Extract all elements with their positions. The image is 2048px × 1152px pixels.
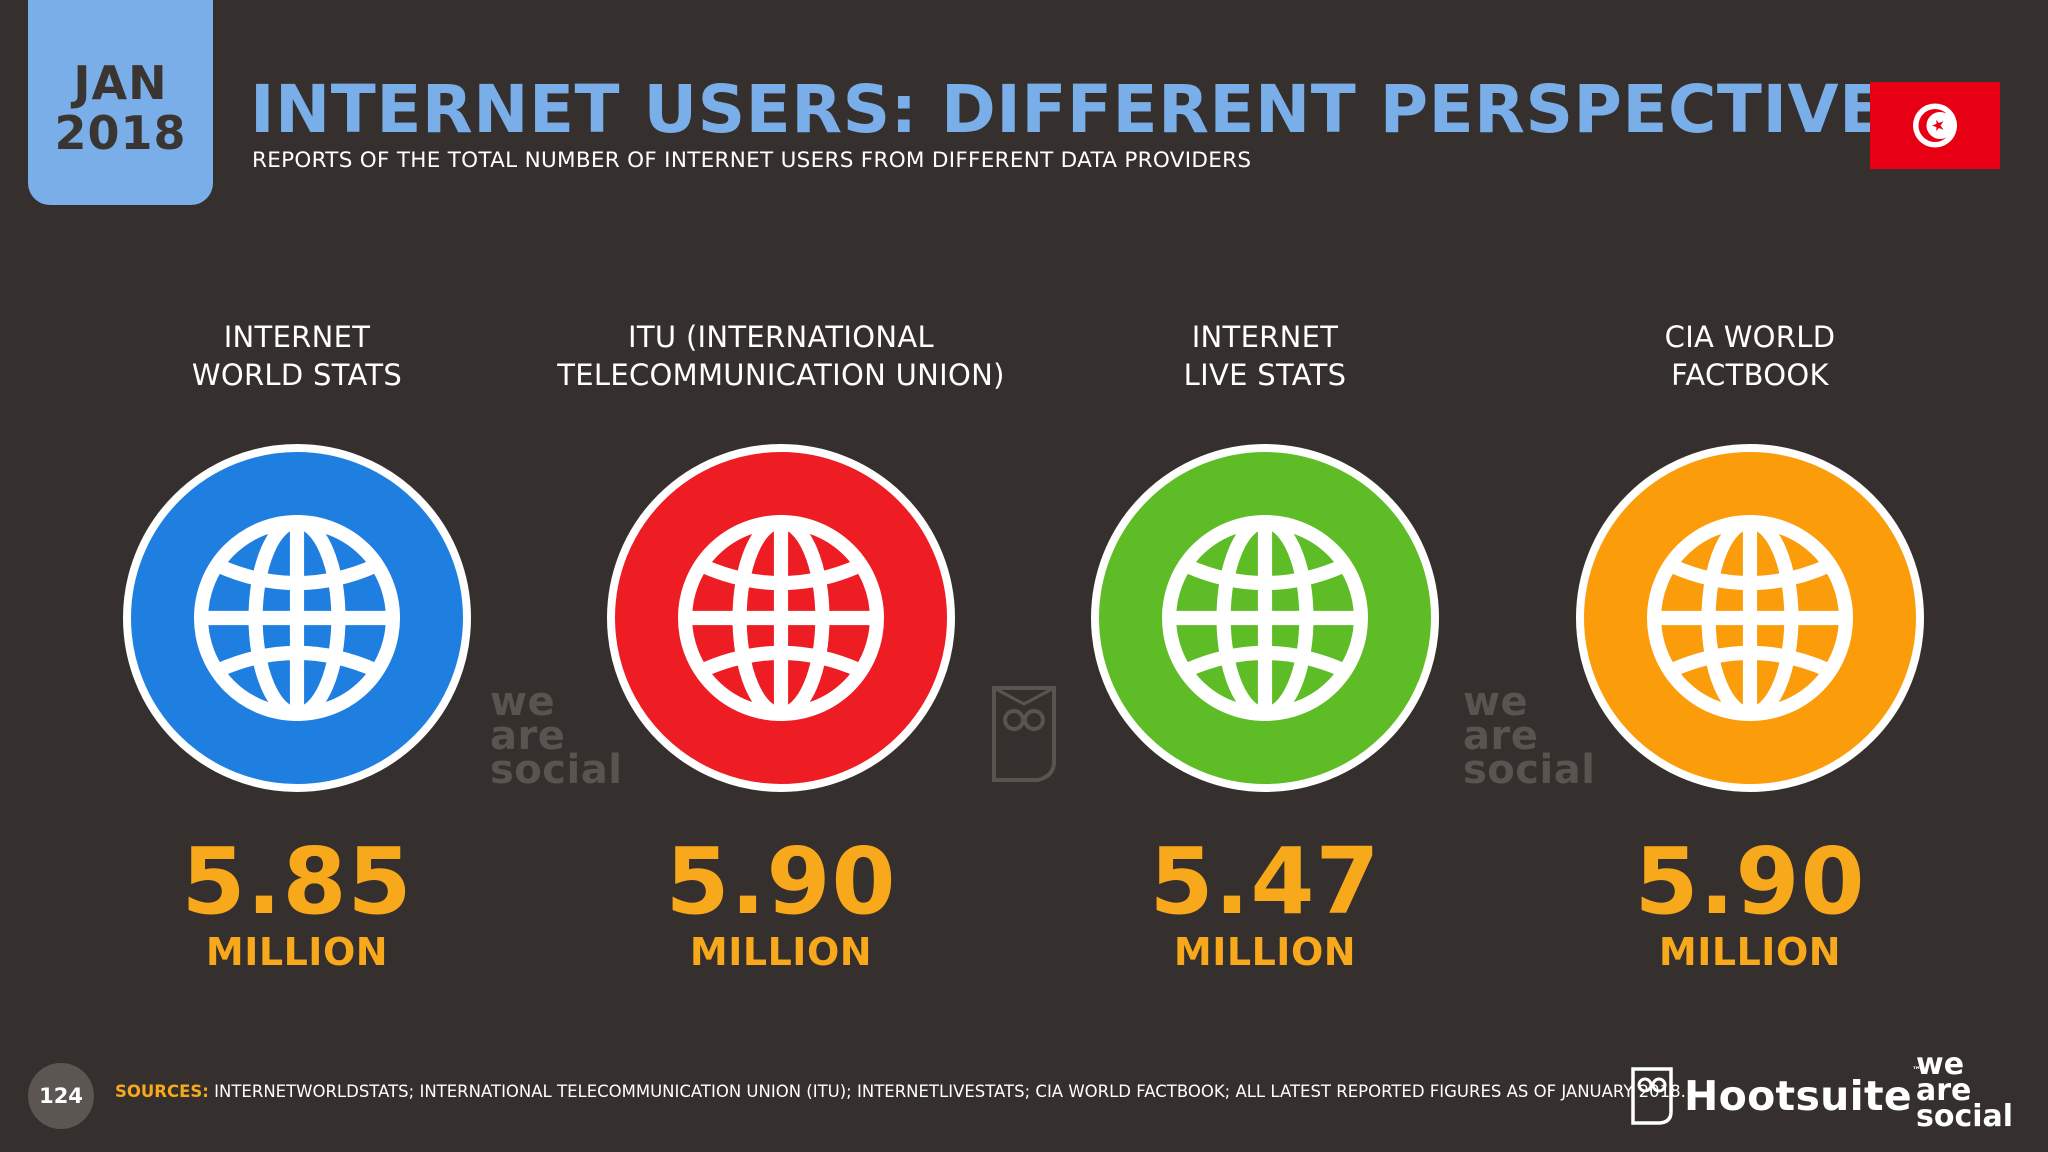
date-year: 2018 (54, 105, 187, 160)
provider-unit: MILLION (689, 930, 873, 974)
provider-value: 5.90 (1634, 828, 1866, 935)
provider-circle (1576, 444, 1924, 792)
page-subtitle: REPORTS OF THE TOTAL NUMBER OF INTERNET … (252, 148, 1252, 173)
tunisia-flag-icon (1870, 82, 2000, 169)
globe-icon (677, 514, 885, 722)
provider-label: INTERNET LIVE STATS (1183, 320, 1347, 392)
sources-text: INTERNETWORLDSTATS; INTERNATIONAL TELECO… (214, 1082, 1686, 1101)
we-are-social-watermark: we are social (490, 679, 623, 793)
provider-circle (123, 444, 471, 792)
we-are-social-logo: we are social (1916, 1047, 2014, 1134)
page-number: 124 (28, 1063, 94, 1129)
provider-value: 5.90 (665, 828, 897, 935)
sources-label: SOURCES: (115, 1082, 209, 1101)
globe-icon (193, 514, 401, 722)
provider-label: CIA WORLD FACTBOOK (1664, 320, 1836, 392)
hootsuite-logo: Hootsuite™ (1630, 1062, 1921, 1130)
provider-value: 5.47 (1149, 828, 1381, 935)
date-badge: JAN 2018 (28, 0, 213, 205)
provider-unit: MILLION (1173, 930, 1357, 974)
we-are-social-watermark: we are social (1463, 679, 1596, 793)
date-month: JAN (73, 55, 168, 110)
provider-unit: MILLION (1658, 930, 1842, 974)
provider-label: INTERNET WORLD STATS (191, 320, 403, 392)
provider-unit: MILLION (205, 930, 389, 974)
hootsuite-wordmark: Hootsuite (1684, 1072, 1912, 1120)
provider-value: 5.85 (181, 828, 413, 935)
sources-note: SOURCES: INTERNETWORLDSTATS; INTERNATION… (115, 1082, 1686, 1101)
globe-icon (1646, 514, 1854, 722)
owl-watermark-icon (992, 686, 1056, 782)
provider-cia-world-factbook: CIA WORLD FACTBOOK 5.90 MILLION (1510, 318, 1990, 974)
trademark-mark: ™ (1912, 1066, 1922, 1076)
provider-itu: ITU (INTERNATIONAL TELECOMMUNICATION UNI… (541, 318, 1021, 974)
page-title: INTERNET USERS: DIFFERENT PERSPECTIVES (250, 71, 1933, 148)
hootsuite-owl-icon (1631, 1067, 1673, 1125)
provider-circle (1091, 444, 1439, 792)
provider-internet-world-stats: INTERNET WORLD STATS 5.85 MILLION (57, 318, 537, 974)
provider-label: ITU (INTERNATIONAL TELECOMMUNICATION UNI… (557, 320, 1005, 392)
provider-internet-live-stats: INTERNET LIVE STATS 5.47 MILLION (1025, 318, 1505, 974)
globe-icon (1161, 514, 1369, 722)
provider-circle (607, 444, 955, 792)
